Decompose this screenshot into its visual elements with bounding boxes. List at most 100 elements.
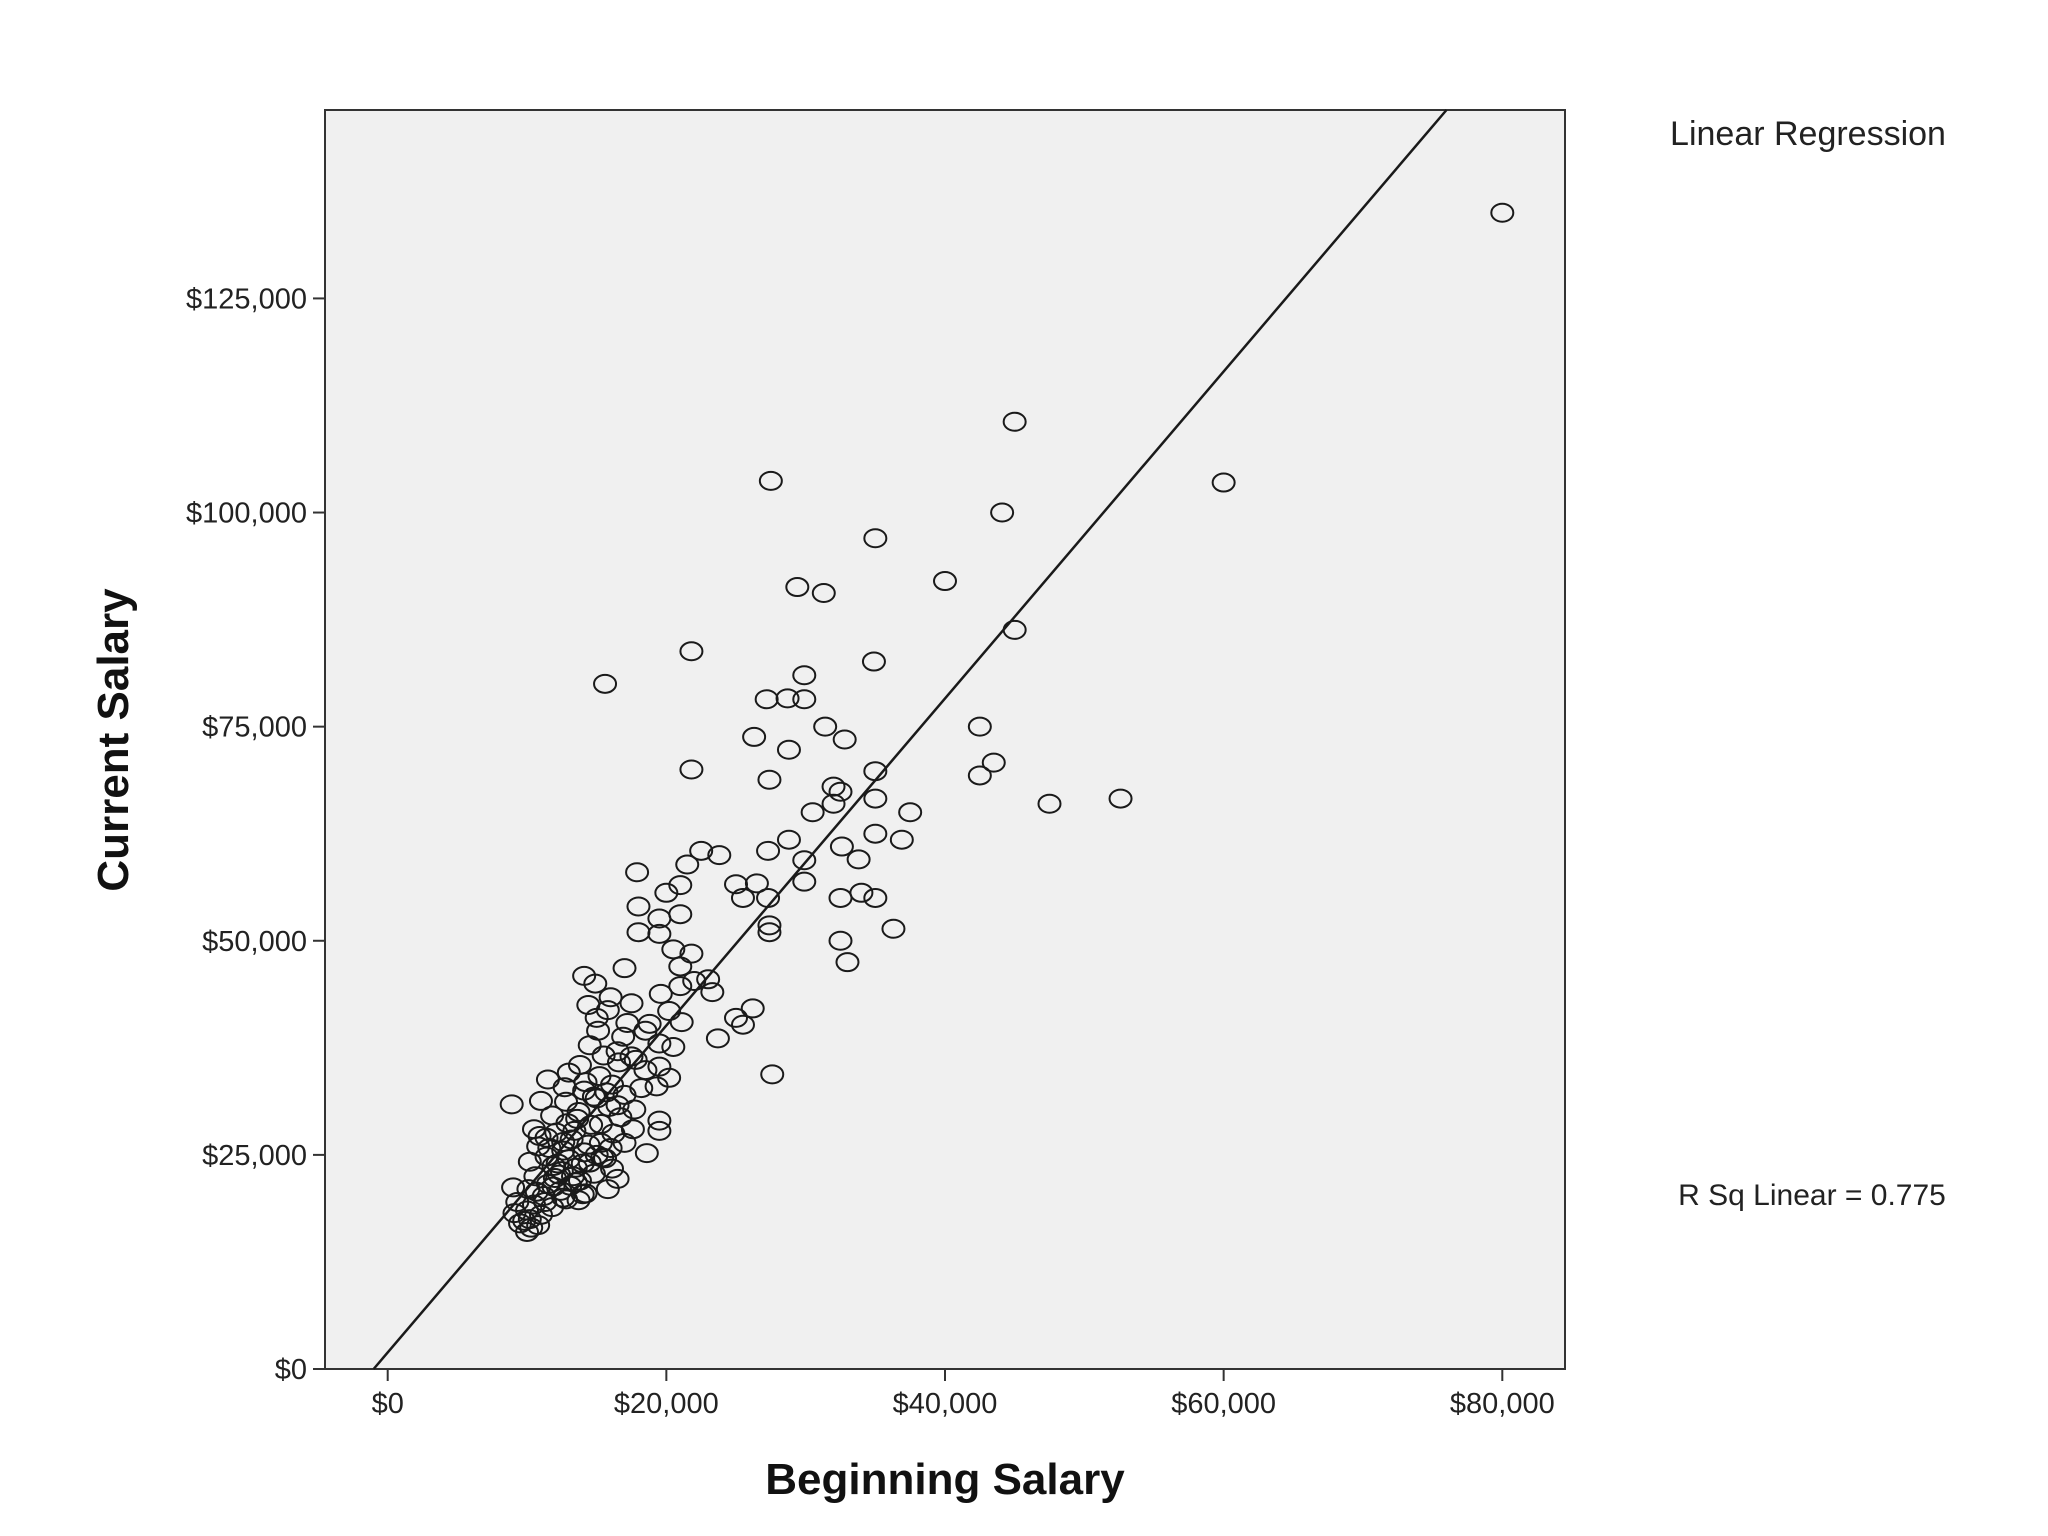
data-point <box>501 1177 526 1198</box>
data-point <box>1037 793 1062 814</box>
data-point <box>724 874 749 895</box>
data-point <box>669 1012 694 1033</box>
data-point <box>828 781 853 802</box>
data-point <box>648 983 673 1004</box>
y-axis-title: Current Salary <box>89 588 138 892</box>
data-point <box>647 1033 672 1054</box>
data-point <box>594 1082 619 1103</box>
data-point <box>586 1020 611 1041</box>
data-point <box>967 716 992 737</box>
data-point <box>898 802 923 823</box>
data-point <box>757 769 782 790</box>
data-point <box>1002 411 1027 432</box>
data-point <box>730 887 755 908</box>
data-point <box>512 1210 537 1231</box>
data-point <box>605 1168 630 1189</box>
data-point <box>523 1166 548 1187</box>
data-point <box>813 716 838 737</box>
data-point <box>792 871 817 892</box>
data-point <box>811 583 836 604</box>
x-tick-label: $40,000 <box>893 1388 998 1420</box>
data-point <box>612 958 637 979</box>
data-point <box>829 836 854 857</box>
data-point <box>863 761 888 782</box>
data-point <box>730 1014 755 1035</box>
data-point <box>647 1120 672 1141</box>
regression-line <box>372 109 1448 1370</box>
data-point <box>863 788 888 809</box>
data-point <box>849 882 874 903</box>
data-point <box>760 1064 785 1085</box>
data-point <box>600 1158 625 1179</box>
data-point <box>502 1203 527 1224</box>
data-point <box>756 887 781 908</box>
data-point <box>757 922 782 943</box>
plot-area <box>324 109 1566 1370</box>
data-point <box>595 1179 620 1200</box>
data-point <box>552 1077 577 1098</box>
data-point <box>528 1090 553 1111</box>
data-point <box>591 1045 616 1066</box>
x-tick-label: $80,000 <box>1450 1388 1555 1420</box>
data-point <box>570 1184 595 1205</box>
data-point <box>832 729 857 750</box>
data-point <box>776 829 801 850</box>
data-point <box>499 1094 524 1115</box>
r-squared-label: R Sq Linear = 0.775 <box>1678 1179 1946 1212</box>
data-point <box>776 739 801 760</box>
y-tick-label: $75,000 <box>202 712 307 744</box>
data-point <box>679 943 704 964</box>
data-point <box>625 862 650 883</box>
data-point <box>597 1096 622 1117</box>
data-point <box>881 918 906 939</box>
data-point <box>629 1078 654 1099</box>
x-tick-label: $60,000 <box>1171 1388 1276 1420</box>
data-point <box>644 1076 669 1097</box>
data-point <box>679 759 704 780</box>
data-point <box>675 854 700 875</box>
data-point <box>637 1013 662 1034</box>
data-point <box>1211 472 1236 493</box>
data-point <box>821 793 846 814</box>
data-point <box>521 1194 546 1215</box>
data-point <box>661 1036 686 1057</box>
data-point <box>754 689 779 710</box>
data-point <box>647 1110 672 1131</box>
x-tick-label: $20,000 <box>614 1388 719 1420</box>
y-tick-label: $0 <box>275 1354 307 1386</box>
data-point <box>785 577 810 598</box>
data-point <box>707 845 732 866</box>
data-point <box>792 850 817 871</box>
data-point <box>835 952 860 973</box>
data-point <box>554 1091 579 1112</box>
data-point <box>551 1187 576 1208</box>
data-point <box>598 1138 623 1159</box>
data-point <box>696 969 721 990</box>
data-point <box>967 765 992 786</box>
data-point <box>846 849 871 870</box>
data-point <box>757 915 782 936</box>
data-point <box>1108 788 1133 809</box>
data-point <box>605 1041 630 1062</box>
data-point <box>654 882 679 903</box>
data-point <box>828 930 853 951</box>
data-point <box>623 1049 648 1070</box>
data-point <box>863 528 888 549</box>
data-point <box>792 689 817 710</box>
data-point <box>657 1000 682 1021</box>
data-point <box>634 1143 659 1164</box>
y-tick-label: $100,000 <box>186 498 307 530</box>
data-point <box>576 995 601 1016</box>
data-point <box>619 1046 644 1067</box>
data-point <box>583 973 608 994</box>
data-point <box>792 665 817 686</box>
data-point <box>682 971 707 992</box>
data-point <box>863 823 888 844</box>
data-point <box>689 840 714 861</box>
data-point <box>740 998 765 1019</box>
data-point <box>668 904 693 925</box>
data-point <box>863 887 888 908</box>
data-point <box>533 1191 558 1212</box>
data-point <box>593 673 618 694</box>
data-point <box>593 1148 618 1169</box>
